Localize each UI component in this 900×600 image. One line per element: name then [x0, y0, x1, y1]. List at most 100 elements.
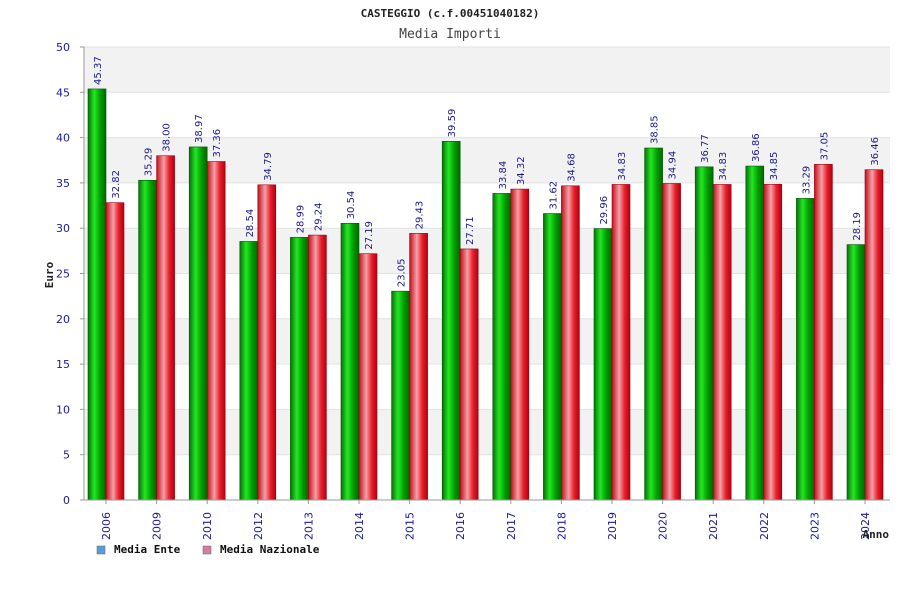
data-label: 34.83 — [718, 152, 729, 181]
x-tick-label: 2017 — [505, 512, 518, 540]
x-tick-label: 2012 — [252, 512, 265, 540]
bar-media-ente-2015 — [391, 290, 410, 501]
legend-swatch-media-nazionale — [202, 545, 212, 555]
bar-media-nazionale-2009 — [156, 155, 175, 501]
y-tick-label: 40 — [56, 132, 70, 145]
bar-media-ente-2018 — [543, 213, 562, 501]
data-label: 28.99 — [295, 205, 306, 234]
y-tick-label: 15 — [56, 358, 70, 371]
x-tick-label: 2023 — [808, 512, 821, 540]
bar-media-ente-2013 — [290, 237, 309, 501]
bar-media-ente-2024 — [846, 244, 866, 501]
bar-media-ente-2022 — [745, 165, 765, 501]
bar-media-ente-2016 — [441, 141, 461, 501]
data-label: 36.86 — [751, 133, 762, 162]
data-label: 32.82 — [111, 170, 122, 199]
data-label: 28.54 — [245, 209, 256, 238]
data-label: 29.43 — [415, 201, 426, 230]
data-label: 34.85 — [769, 152, 780, 181]
bar-media-ente-2010 — [188, 146, 208, 501]
y-tick-label: 5 — [63, 449, 70, 462]
x-tick-label: 2009 — [151, 512, 164, 540]
bar-media-nazionale-2015 — [409, 233, 428, 501]
data-label: 34.94 — [668, 151, 679, 180]
data-label: 37.05 — [819, 132, 830, 161]
data-label: 29.96 — [599, 196, 610, 225]
data-label: 28.19 — [852, 212, 863, 241]
bar-media-nazionale-2022 — [763, 183, 783, 501]
bar-media-ente-2023 — [796, 198, 815, 501]
bar-media-nazionale-2023 — [814, 164, 833, 501]
chart-title: CASTEGGIO (c.f.00451040182) — [361, 7, 540, 20]
y-tick-label: 50 — [56, 41, 70, 54]
data-label: 34.83 — [617, 152, 628, 181]
y-tick-label: 10 — [56, 403, 70, 416]
legend-label-media-nazionale: Media Nazionale — [220, 543, 320, 556]
data-label: 34.32 — [516, 156, 527, 185]
legend-swatch-media-ente — [96, 545, 106, 555]
x-tick-label: 2022 — [758, 512, 771, 540]
bar-media-nazionale-2021 — [712, 184, 732, 501]
bars: 45.37 32.82 35.29 38.00 38.97 37.36 28.54 34.79… — [87, 56, 884, 501]
data-label: 36.77 — [700, 134, 711, 163]
x-tick-label: 2021 — [707, 512, 720, 540]
x-tick-label: 2024 — [859, 512, 872, 540]
bar-media-nazionale-2018 — [561, 185, 580, 501]
y-tick-label: 0 — [63, 494, 70, 507]
data-label: 38.00 — [162, 123, 173, 152]
data-label: 38.97 — [194, 114, 205, 143]
data-label: 38.85 — [650, 115, 661, 144]
data-label: 33.29 — [801, 166, 812, 195]
chart-subtitle: Media Importi — [399, 27, 501, 42]
data-label: 31.62 — [548, 181, 559, 210]
bar-media-ente-2012 — [239, 241, 259, 501]
data-label: 30.54 — [346, 191, 357, 220]
bar-media-nazionale-2024 — [864, 169, 884, 501]
data-label: 29.24 — [313, 202, 324, 231]
data-label: 33.84 — [498, 161, 509, 190]
bar-media-nazionale-2006 — [105, 202, 125, 501]
data-label: 39.59 — [447, 109, 458, 138]
bar-media-nazionale-2016 — [459, 248, 479, 501]
y-axis-ticks: 0 5 10 15 20 25 30 35 40 45 50 — [56, 41, 84, 507]
grid-band — [84, 47, 890, 93]
bar-media-nazionale-2013 — [308, 234, 327, 501]
legend-label-media-ente: Media Ente — [114, 543, 181, 556]
bar-media-ente-2009 — [138, 179, 157, 501]
y-tick-label: 30 — [56, 222, 70, 235]
x-tick-label: 2016 — [454, 512, 467, 540]
x-tick-label: 2006 — [100, 512, 113, 540]
bar-media-ente-2021 — [694, 166, 714, 501]
bar-media-ente-2014 — [340, 223, 360, 501]
x-tick-label: 2015 — [404, 512, 417, 540]
y-tick-label: 35 — [56, 177, 70, 190]
x-tick-label: 2018 — [555, 512, 568, 540]
data-label: 37.36 — [212, 129, 223, 158]
bar-media-ente-2020 — [644, 147, 663, 501]
data-label: 34.68 — [566, 153, 577, 182]
data-label: 34.79 — [263, 152, 274, 181]
x-axis-ticks: 2006 2009 2010 2012 2013 2014 2015 2016 2017 2018… — [100, 500, 872, 540]
x-tick-label: 2013 — [302, 512, 315, 540]
bar-media-ente-2017 — [492, 193, 512, 501]
data-label: 45.37 — [93, 56, 104, 85]
bar-media-nazionale-2020 — [662, 183, 681, 501]
y-axis-label: Euro — [43, 261, 56, 288]
data-label: 36.46 — [870, 137, 881, 166]
bar-media-ente-2019 — [593, 228, 613, 501]
x-tick-label: 2014 — [353, 512, 366, 540]
data-label: 23.05 — [397, 259, 408, 288]
bar-media-nazionale-2010 — [206, 161, 226, 501]
data-label: 27.71 — [465, 216, 476, 245]
bar-media-ente-2006 — [87, 88, 107, 501]
x-axis-label: Anno — [863, 528, 890, 541]
y-tick-label: 45 — [56, 86, 70, 99]
x-tick-label: 2010 — [201, 512, 214, 540]
data-label: 27.19 — [364, 221, 375, 250]
x-tick-label: 2020 — [657, 512, 670, 540]
bar-media-nazionale-2014 — [358, 253, 378, 501]
y-tick-label: 20 — [56, 313, 70, 326]
data-label: 35.29 — [144, 148, 155, 177]
bar-media-nazionale-2019 — [611, 184, 631, 501]
